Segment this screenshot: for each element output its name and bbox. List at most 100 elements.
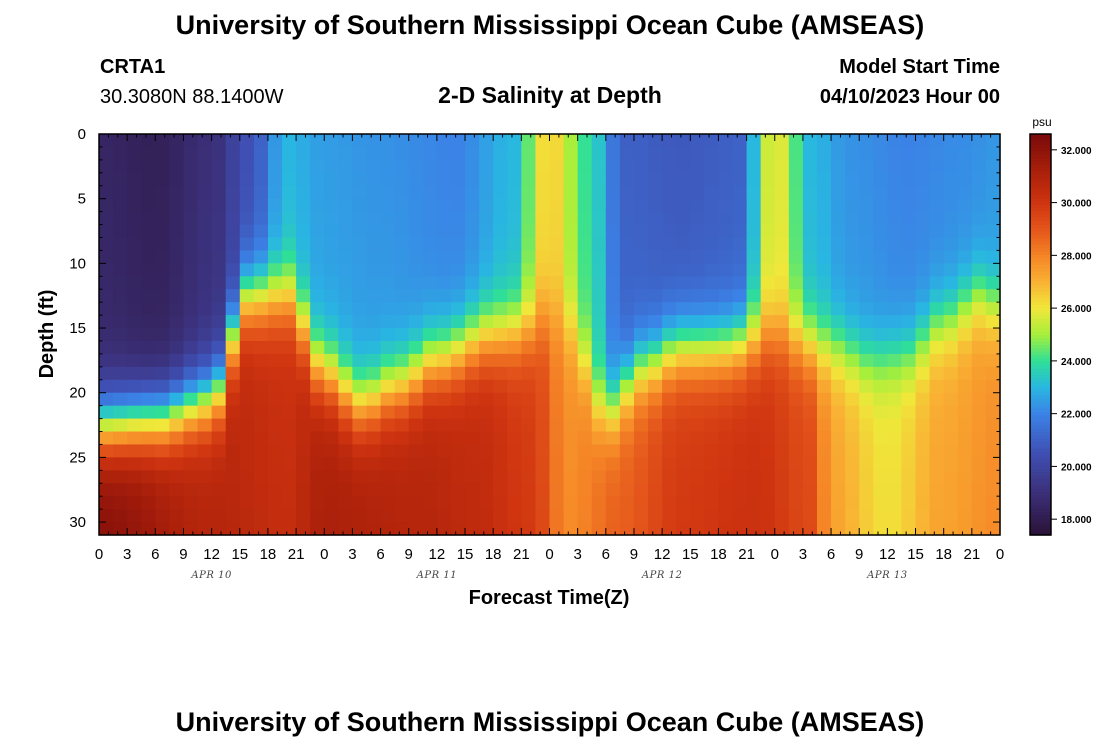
heatmap-cell	[732, 263, 748, 277]
heatmap-cell	[253, 328, 269, 342]
heatmap-cell	[169, 483, 185, 497]
heatmap-cell	[887, 405, 903, 420]
heatmap-cell	[563, 340, 579, 355]
heatmap-cell	[845, 302, 860, 316]
heatmap-cell	[394, 134, 410, 148]
heatmap-cell	[873, 211, 888, 226]
heatmap-cell	[338, 224, 354, 239]
heatmap-cell	[366, 379, 382, 394]
heatmap-cell	[183, 366, 199, 381]
heatmap-cell	[197, 134, 213, 148]
heatmap-cell	[324, 470, 339, 484]
heatmap-cell	[901, 159, 917, 174]
heatmap-cell	[535, 366, 551, 381]
heatmap-cell	[662, 509, 677, 523]
heatmap-cell	[113, 237, 128, 252]
heatmap-cell	[465, 392, 480, 407]
heatmap-cell	[436, 198, 452, 213]
heatmap-cell	[718, 418, 734, 433]
heatmap-cell	[746, 405, 762, 420]
heatmap-cell	[929, 522, 945, 536]
heatmap-cell	[704, 353, 720, 368]
heatmap-cell	[732, 431, 748, 446]
heatmap-cell	[267, 315, 283, 329]
heatmap-cell	[662, 224, 677, 239]
heatmap-cell	[352, 444, 368, 458]
heatmap-cell	[549, 496, 565, 510]
heatmap-cell	[521, 522, 537, 536]
heatmap-cell	[507, 522, 522, 536]
heatmap-cell	[521, 302, 537, 316]
colorbar-tick-label: 30.000	[1061, 199, 1092, 210]
heatmap-cell	[380, 302, 396, 316]
heatmap-cell	[324, 250, 339, 264]
heatmap-cell	[591, 340, 607, 355]
heatmap-cell	[141, 185, 156, 200]
heatmap-cell	[774, 146, 790, 161]
heatmap-cell	[239, 250, 255, 264]
heatmap-cell	[648, 328, 663, 342]
heatmap-cell	[901, 444, 917, 458]
heatmap-cell	[521, 444, 537, 458]
heatmap-cell	[436, 159, 452, 174]
heatmap-cell	[338, 522, 354, 536]
heatmap-cell	[465, 379, 480, 394]
heatmap-cell	[450, 263, 466, 277]
heatmap-cell	[873, 444, 888, 458]
heatmap-cell	[774, 379, 790, 394]
heatmap-cell	[267, 263, 283, 277]
heatmap-cell	[648, 392, 663, 407]
heatmap-cell	[676, 250, 691, 264]
heatmap-cell	[873, 146, 888, 161]
heatmap-cell	[352, 379, 368, 394]
heatmap-cell	[408, 302, 424, 316]
heatmap-cell	[873, 328, 888, 342]
heatmap-cell	[267, 289, 283, 303]
heatmap-cell	[774, 328, 790, 342]
heatmap-cell	[282, 250, 297, 264]
heatmap-cell	[493, 379, 508, 394]
heatmap-cell	[971, 496, 987, 510]
colorbar-segment	[1030, 154, 1051, 158]
heatmap-cell	[239, 496, 255, 510]
heatmap-cell	[648, 405, 663, 420]
x-tick-label: 0	[320, 546, 328, 563]
heatmap-cell	[267, 340, 283, 355]
heatmap-cell	[99, 276, 114, 290]
heatmap-cell	[591, 263, 607, 277]
heatmap-cell	[479, 444, 494, 458]
heatmap-cell	[113, 379, 128, 394]
heatmap-cell	[239, 366, 255, 381]
heatmap-cell	[915, 483, 931, 497]
heatmap-cell	[99, 224, 114, 239]
heatmap-cell	[577, 444, 593, 458]
heatmap-cell	[422, 276, 438, 290]
colorbar-segment	[1030, 468, 1051, 473]
heatmap-cell	[436, 470, 452, 484]
heatmap-cell	[324, 198, 339, 213]
heatmap-cell	[577, 315, 593, 329]
heatmap-cell	[352, 146, 368, 161]
heatmap-cell	[169, 522, 185, 536]
heatmap-cell	[718, 405, 734, 420]
heatmap-cell	[577, 263, 593, 277]
heatmap-cell	[971, 263, 987, 277]
heatmap-cell	[873, 496, 888, 510]
heatmap-cell	[479, 496, 494, 510]
heatmap-cell	[901, 134, 917, 148]
heatmap-cell	[816, 392, 832, 407]
heatmap-cell	[746, 250, 762, 264]
colorbar-segment	[1030, 337, 1051, 342]
colorbar-segment	[1030, 411, 1051, 416]
heatmap-cell	[873, 237, 888, 252]
heatmap-cell	[859, 302, 874, 316]
heatmap-cell	[479, 134, 494, 148]
x-tick-label: 15	[682, 546, 699, 563]
heatmap-cell	[267, 328, 283, 342]
heatmap-cell	[718, 250, 734, 264]
heatmap-cell	[169, 366, 185, 381]
heatmap-cell	[267, 134, 283, 148]
heatmap-cell	[282, 315, 297, 329]
heatmap-cell	[549, 302, 565, 316]
heatmap-cell	[493, 289, 508, 303]
